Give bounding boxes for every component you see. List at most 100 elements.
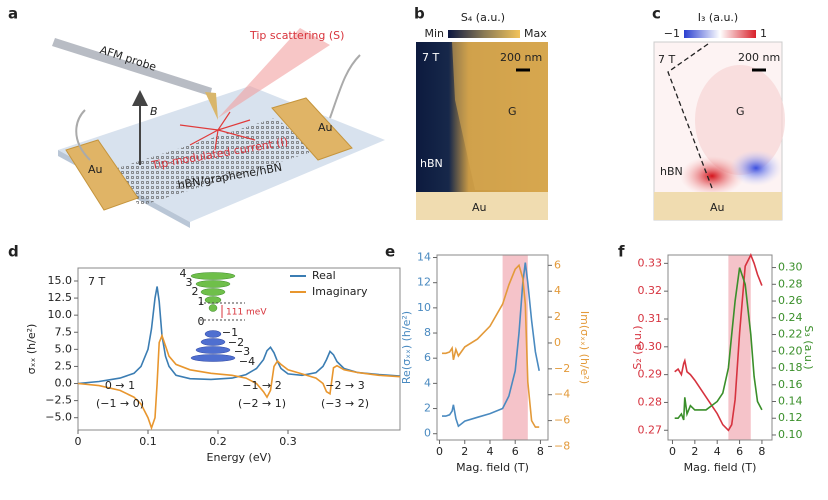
scatter-beam	[218, 28, 330, 118]
x-tick-label: 8	[758, 445, 765, 458]
legend-label: Imaginary	[312, 285, 368, 298]
x-tick-label: 2	[691, 445, 698, 458]
annotation: (−1 → 0)	[96, 397, 144, 410]
y-tick-label: 0.28	[638, 395, 663, 408]
series-line	[77, 333, 401, 431]
level-label: 1	[198, 295, 205, 308]
y-tick-label: 0.30	[638, 340, 663, 353]
y-tick-label: −2.5	[45, 394, 72, 407]
cone-level	[208, 304, 218, 312]
y2-tick-label: 0.12	[778, 411, 803, 424]
au-pad	[65, 139, 139, 211]
panel-label: d	[8, 243, 19, 261]
cone-level	[204, 296, 222, 304]
y2-tick-label: 0.24	[778, 311, 803, 324]
shaded-band	[728, 255, 751, 440]
map-feature	[695, 65, 785, 175]
series-line	[442, 263, 540, 428]
label: hBN	[420, 157, 443, 170]
x-tick-label: 8	[537, 445, 544, 458]
x-tick-label: 6	[512, 445, 519, 458]
x-tick-label: 4	[486, 445, 493, 458]
x-axis-label: Energy (eV)	[207, 451, 272, 464]
au-pad	[271, 97, 353, 161]
wire	[75, 109, 91, 161]
wire	[329, 54, 361, 119]
level-label: 4	[180, 267, 187, 280]
annotation: 0 → 1	[105, 379, 135, 392]
y2-tick-label: 0.20	[778, 344, 803, 357]
afm-tip	[205, 92, 218, 120]
y2-tick-label: 0	[554, 336, 561, 349]
y2-tick-label: 0.28	[778, 277, 803, 290]
panel-c: c I₃ (a.u.) −1 1 7 T 200 nm G hBN Au	[652, 5, 785, 221]
y-tick-label: 0.27	[638, 423, 663, 436]
y2-tick-label: 0.30	[778, 261, 803, 274]
level-label: −4	[239, 355, 255, 368]
cone-level	[204, 330, 222, 338]
au-region	[416, 192, 548, 220]
y-tick-label: 0.33	[638, 256, 663, 269]
y2-tick-label: −8	[554, 439, 570, 452]
label: 7 T	[658, 53, 675, 66]
panel-label: a	[8, 5, 18, 23]
y-tick-label: 12	[417, 276, 431, 289]
label: B	[150, 105, 158, 118]
y2-axis-label: S₃ (a.u.)	[802, 325, 815, 369]
y-tick-label: 2	[424, 402, 431, 415]
colorbar-max: 1	[760, 27, 767, 40]
y2-tick-label: 4	[554, 284, 561, 297]
x-tick-label: 0.3	[279, 435, 297, 448]
level-label: −3	[234, 345, 250, 358]
x-tick-label: 0.2	[209, 435, 227, 448]
y-tick-label: 12.5	[48, 291, 73, 304]
y2-tick-label: 0.14	[778, 394, 803, 407]
series-line	[674, 253, 763, 432]
panel-label: b	[414, 5, 425, 23]
y2-tick-label: 0.22	[778, 328, 803, 341]
label: G	[736, 105, 745, 118]
series-line	[674, 267, 763, 421]
series-line	[77, 286, 401, 385]
x-tick-label: 0	[436, 445, 443, 458]
graphene-sheet	[105, 118, 318, 206]
x-tick-label: 6	[736, 445, 743, 458]
y2-tick-label: 0.26	[778, 294, 803, 307]
x-axis-label: Mag. field (T)	[684, 461, 757, 474]
current-rays	[179, 111, 256, 151]
y-tick-label: 10.0	[48, 308, 73, 321]
level-label: 0	[198, 315, 205, 328]
y-tick-label: 2.5	[55, 359, 73, 372]
y-tick-label: 0.31	[638, 312, 663, 325]
au-region	[654, 192, 782, 220]
y-axis-label: S₂ (a.u.)	[631, 325, 644, 369]
annotation: (−3 → 2)	[321, 397, 369, 410]
level-label: −1	[222, 326, 238, 339]
y2-tick-label: −2	[554, 362, 570, 375]
y-tick-label: 0.32	[638, 284, 663, 297]
label: 200 nm	[500, 51, 542, 64]
y2-tick-label: −4	[554, 388, 570, 401]
annotation: −1 → 2	[242, 379, 281, 392]
y2-tick-label: 0.18	[778, 361, 803, 374]
y-tick-label: −5.0	[45, 411, 72, 424]
y-axis-label: Re(σₓₓ) (h/e²)	[400, 311, 413, 384]
y2-tick-label: 0.16	[778, 378, 803, 391]
label: Au	[710, 201, 725, 214]
x-tick-label: 0	[75, 435, 82, 448]
annotation: (−2 → 1)	[238, 397, 286, 410]
y-tick-label: 7.5	[55, 325, 73, 338]
colorbar-max: Max	[524, 27, 547, 40]
y-tick-label: 6	[424, 351, 431, 364]
label: hBN	[660, 165, 683, 178]
y-tick-label: 4	[424, 376, 431, 389]
panel-b: b S₄ (a.u.) Min Max 7 T 200 nm G hBN Au	[414, 5, 548, 220]
y-tick-label: 0.29	[638, 368, 663, 381]
label: 200 nm	[738, 51, 780, 64]
y-tick-label: 15.0	[48, 274, 73, 287]
cone-level	[200, 338, 226, 346]
label: Au	[472, 201, 487, 214]
plot-frame	[436, 254, 549, 441]
label: G	[508, 105, 517, 118]
